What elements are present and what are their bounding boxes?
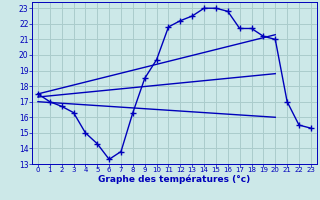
X-axis label: Graphe des températures (°c): Graphe des températures (°c): [98, 175, 251, 184]
